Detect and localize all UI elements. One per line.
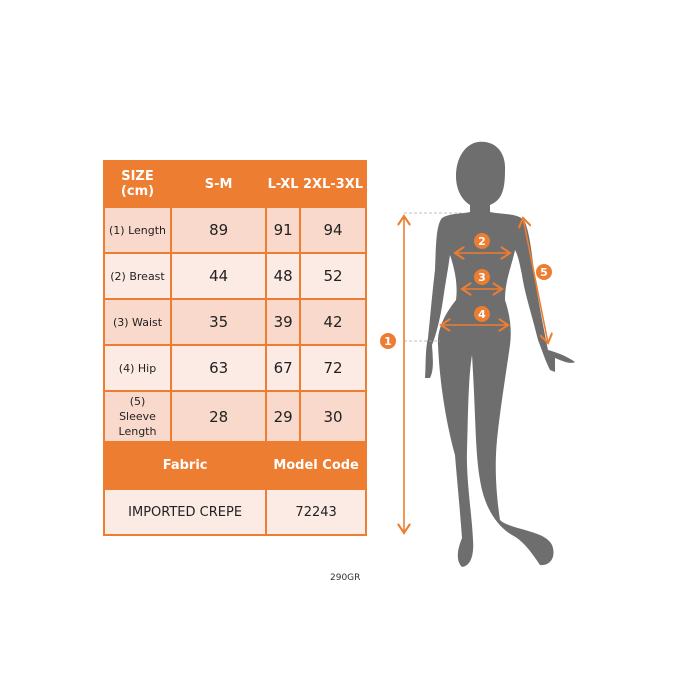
sleeve-arrow bbox=[523, 218, 548, 343]
cell: 48 bbox=[265, 252, 301, 300]
weight-label: 290GR bbox=[330, 573, 361, 583]
marker-4: 4 bbox=[474, 306, 490, 322]
cell: 52 bbox=[299, 252, 367, 300]
cell: 42 bbox=[299, 298, 367, 346]
cell: 28 bbox=[169, 390, 268, 443]
header-s-m: S-M bbox=[169, 160, 268, 208]
marker-3: 3 bbox=[474, 269, 490, 285]
row-label: (5) Sleeve Length bbox=[103, 390, 172, 443]
svg-text:2: 2 bbox=[478, 235, 486, 248]
silhouette bbox=[425, 141, 575, 567]
fabric-header-row: Fabric Model Code bbox=[102, 441, 367, 490]
row-label: (1) Length bbox=[103, 206, 172, 254]
header-l-xl: L-XL bbox=[265, 160, 301, 208]
svg-text:4: 4 bbox=[478, 308, 486, 321]
cell: 39 bbox=[265, 298, 301, 346]
model-code-label: Model Code bbox=[265, 441, 367, 490]
row-label: (4) Hip bbox=[103, 344, 172, 392]
table-row: (1) Length 89 91 94 bbox=[103, 206, 367, 254]
table-row: (3) Waist 35 39 42 bbox=[103, 298, 367, 346]
table-header-row: SIZE (cm) S-M L-XL 2XL-3XL bbox=[103, 160, 367, 208]
svg-text:3: 3 bbox=[478, 271, 486, 284]
cell: 29 bbox=[265, 390, 301, 443]
cell: 44 bbox=[169, 252, 268, 300]
row-label: (3) Waist bbox=[103, 298, 172, 346]
cell: 89 bbox=[169, 206, 268, 254]
cell: 63 bbox=[169, 344, 268, 392]
cell: 94 bbox=[299, 206, 367, 254]
fabric-value-row: IMPORTED CREPE 72243 bbox=[102, 488, 367, 536]
cell: 35 bbox=[169, 298, 268, 346]
table-row: (5) Sleeve Length 28 29 30 bbox=[103, 390, 367, 443]
header-2xl-3xl: 2XL-3XL bbox=[299, 160, 367, 208]
model-code-value: 72243 bbox=[265, 488, 367, 536]
svg-text:5: 5 bbox=[540, 266, 548, 279]
fabric-value: IMPORTED CREPE bbox=[102, 488, 268, 536]
cell: 67 bbox=[265, 344, 301, 392]
cell: 91 bbox=[265, 206, 301, 254]
cell: 30 bbox=[299, 390, 367, 443]
table-row: (4) Hip 63 67 72 bbox=[103, 344, 367, 392]
marker-1: 1 bbox=[380, 333, 396, 349]
fabric-label: Fabric bbox=[102, 441, 268, 490]
marker-5: 5 bbox=[536, 264, 552, 280]
table-row: (2) Breast 44 48 52 bbox=[103, 252, 367, 300]
cell: 72 bbox=[299, 344, 367, 392]
svg-text:1: 1 bbox=[384, 335, 392, 348]
marker-2: 2 bbox=[474, 233, 490, 249]
header-size: SIZE (cm) bbox=[103, 160, 172, 208]
row-label: (2) Breast bbox=[103, 252, 172, 300]
size-table: SIZE (cm) S-M L-XL 2XL-3XL (1) Length 89 9… bbox=[102, 160, 367, 536]
